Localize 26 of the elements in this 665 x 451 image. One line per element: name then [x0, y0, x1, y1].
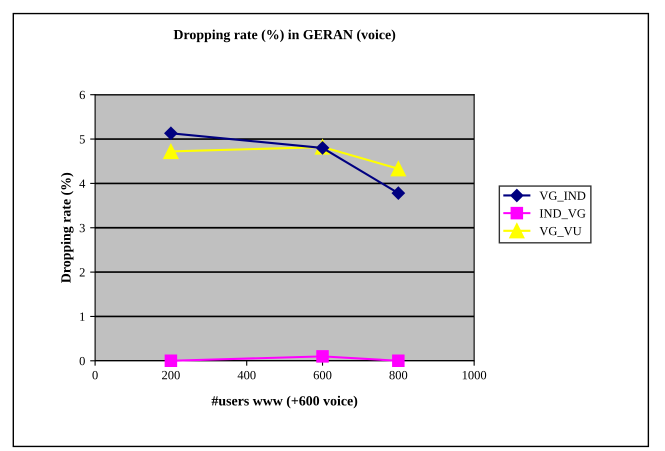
x-axis-title: #users www (+600 voice)	[212, 396, 358, 408]
y-axis-title: Dropping rate (%)	[60, 172, 74, 283]
chart-title: Dropping rate (%) in GERAN (voice)	[174, 30, 396, 42]
y-tick-label: 0	[80, 356, 85, 366]
y-tick-label: 4	[79, 180, 86, 188]
x-tick-label: 800	[389, 370, 408, 380]
legend-label: VG_IND	[539, 192, 586, 202]
legend-label: IND_VG	[540, 209, 586, 220]
point	[164, 354, 178, 368]
y-tick-label: 3	[80, 224, 85, 232]
y-tick-label: 2	[80, 268, 85, 276]
x-tick-label: 400	[238, 370, 256, 380]
y-tick-label: 1	[80, 312, 85, 321]
y-tick-label: 6	[80, 90, 85, 100]
point	[316, 350, 329, 363]
point	[390, 161, 406, 176]
x-tick-label: 0	[92, 370, 98, 380]
point	[392, 186, 405, 200]
x-tick-label: 1000	[462, 370, 486, 380]
point	[163, 144, 179, 160]
x-tick-label: 200	[162, 370, 180, 380]
y-tick-label: 5	[80, 135, 85, 144]
point	[164, 126, 178, 140]
point	[392, 354, 405, 368]
legend-label: VG_VU	[539, 226, 582, 237]
x-tick-label: 600	[314, 370, 332, 380]
